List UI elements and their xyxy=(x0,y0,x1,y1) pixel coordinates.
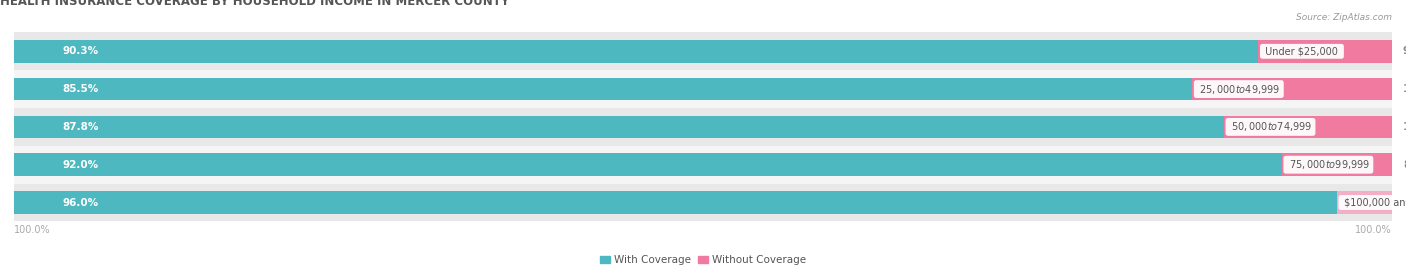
Text: $50,000 to $74,999: $50,000 to $74,999 xyxy=(1227,120,1313,133)
Bar xyxy=(14,146,1392,184)
Text: $25,000 to $49,999: $25,000 to $49,999 xyxy=(1197,83,1281,96)
Bar xyxy=(14,184,1392,221)
Text: 90.3%: 90.3% xyxy=(62,46,98,56)
Text: 100.0%: 100.0% xyxy=(14,225,51,235)
Bar xyxy=(1282,153,1392,176)
Bar xyxy=(14,40,1258,63)
Text: 87.8%: 87.8% xyxy=(62,122,98,132)
Text: 14.5%: 14.5% xyxy=(1403,84,1406,94)
Text: 85.5%: 85.5% xyxy=(62,84,98,94)
Bar xyxy=(14,70,1392,108)
Legend: With Coverage, Without Coverage: With Coverage, Without Coverage xyxy=(596,251,810,269)
Text: 12.2%: 12.2% xyxy=(1403,122,1406,132)
Text: Under $25,000: Under $25,000 xyxy=(1263,46,1341,56)
Text: 100.0%: 100.0% xyxy=(1355,225,1392,235)
Bar xyxy=(14,116,1223,138)
Bar xyxy=(1223,116,1392,138)
Bar xyxy=(14,32,1392,70)
Text: 9.7%: 9.7% xyxy=(1403,46,1406,56)
Text: $100,000 and over: $100,000 and over xyxy=(1341,197,1406,208)
Text: 8.0%: 8.0% xyxy=(1403,160,1406,170)
Bar xyxy=(14,108,1392,146)
Bar xyxy=(14,153,1282,176)
Bar xyxy=(1258,40,1392,63)
Text: 92.0%: 92.0% xyxy=(62,160,98,170)
Text: $75,000 to $99,999: $75,000 to $99,999 xyxy=(1286,158,1371,171)
Text: 4.0%: 4.0% xyxy=(1403,197,1406,208)
Bar xyxy=(1337,191,1392,214)
Bar xyxy=(14,191,1337,214)
Text: Source: ZipAtlas.com: Source: ZipAtlas.com xyxy=(1296,14,1392,22)
Text: HEALTH INSURANCE COVERAGE BY HOUSEHOLD INCOME IN MERCER COUNTY: HEALTH INSURANCE COVERAGE BY HOUSEHOLD I… xyxy=(0,0,509,8)
Bar xyxy=(14,78,1192,100)
Text: 96.0%: 96.0% xyxy=(62,197,98,208)
Bar xyxy=(1192,78,1392,100)
